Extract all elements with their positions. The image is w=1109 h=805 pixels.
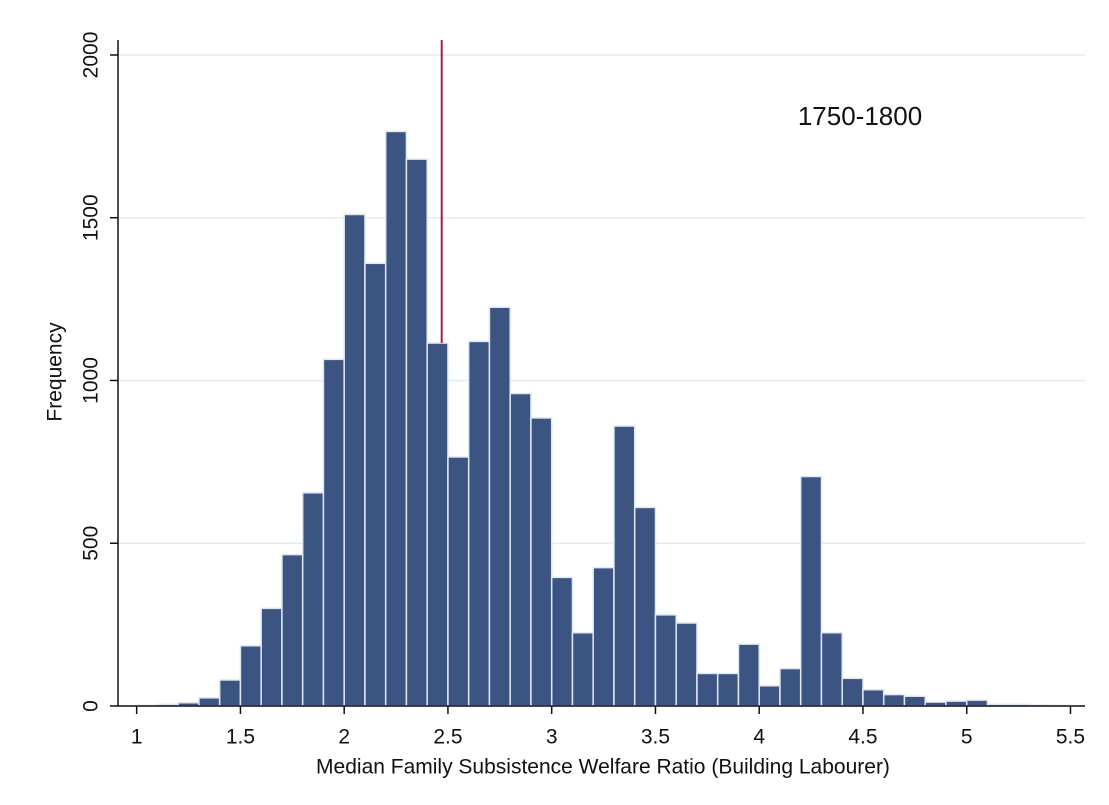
bar xyxy=(758,685,781,707)
bar xyxy=(488,306,511,707)
bar xyxy=(779,667,802,707)
bar xyxy=(613,425,636,707)
bar xyxy=(384,130,408,707)
bar xyxy=(198,697,221,707)
x-tick-label: 5.5 xyxy=(1056,726,1085,749)
y-tick-label: 1000 xyxy=(80,357,103,404)
bar xyxy=(447,456,470,707)
bar xyxy=(592,566,615,707)
bar xyxy=(322,358,345,707)
y-tick-label: 0 xyxy=(80,700,103,712)
bar xyxy=(716,672,740,707)
bar xyxy=(820,632,843,707)
annotation: 1750-1800 xyxy=(798,101,922,131)
x-tick-label: 4.5 xyxy=(848,726,877,749)
bar xyxy=(675,622,698,707)
x-tick-label: 3.5 xyxy=(641,726,670,749)
bar xyxy=(550,576,574,707)
bar xyxy=(405,158,428,707)
bar xyxy=(530,417,553,707)
bar xyxy=(633,506,657,707)
y-tick-label: 500 xyxy=(80,526,103,561)
bar xyxy=(965,699,989,707)
bar xyxy=(882,693,906,707)
x-tick-label: 3 xyxy=(546,726,558,749)
x-tick-label: 2 xyxy=(338,726,350,749)
x-tick-label: 5 xyxy=(961,726,973,749)
y-tick-label: 1500 xyxy=(80,194,103,241)
bar xyxy=(364,262,387,707)
bar xyxy=(509,392,532,707)
bar xyxy=(696,672,719,707)
bar xyxy=(301,492,325,707)
y-tick-label: 2000 xyxy=(80,32,103,79)
bar xyxy=(654,614,677,707)
x-tick-label: 1 xyxy=(131,726,143,749)
bar xyxy=(218,679,242,707)
bar xyxy=(467,340,491,707)
x-tick-label: 1.5 xyxy=(226,726,255,749)
x-tick-label: 4 xyxy=(753,726,765,749)
bar xyxy=(571,632,594,707)
bar xyxy=(343,213,366,707)
bar xyxy=(841,677,864,707)
bar xyxy=(737,643,760,707)
x-axis-label: Median Family Subsistence Welfare Ratio … xyxy=(316,756,890,779)
y-axis-label: Frequency xyxy=(44,322,67,422)
bar xyxy=(260,607,283,707)
bar xyxy=(281,553,304,707)
bar xyxy=(799,475,823,707)
bar xyxy=(426,342,449,707)
bar xyxy=(903,695,926,707)
bar xyxy=(239,645,262,707)
x-tick-label: 2.5 xyxy=(433,726,462,749)
bar xyxy=(862,688,885,707)
